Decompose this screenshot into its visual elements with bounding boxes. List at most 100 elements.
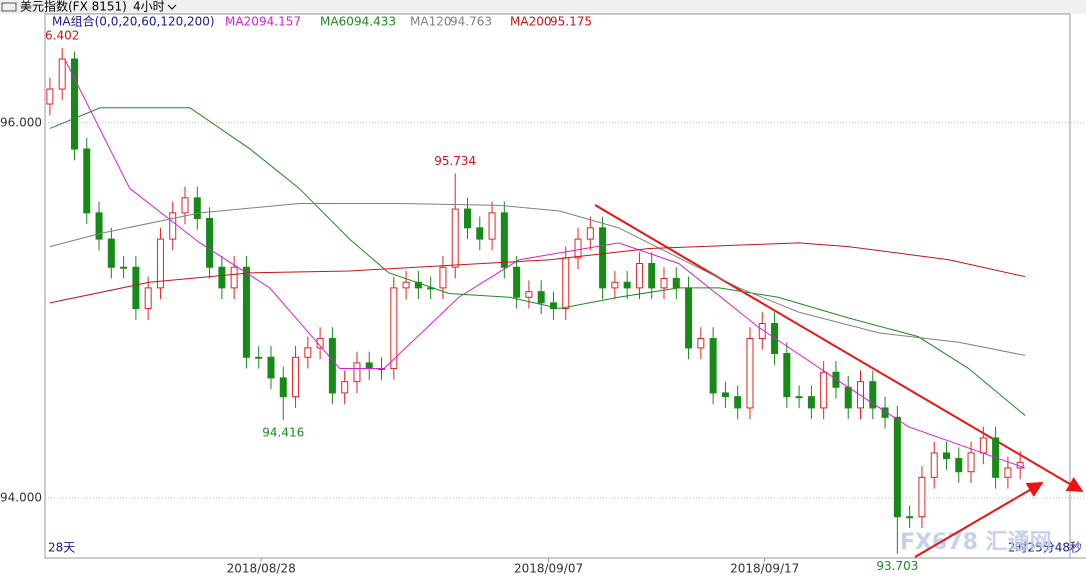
- candle-body: [525, 291, 533, 298]
- candle-body: [193, 197, 201, 219]
- candle-body: [500, 212, 508, 268]
- ma-line: [64, 58, 1026, 469]
- candle-body: [906, 516, 914, 519]
- period[interactable]: 4小时: [133, 0, 165, 14]
- legend-name: MA200: [510, 15, 551, 29]
- candle-body: [955, 458, 963, 473]
- menu-icon[interactable]: [1, 2, 17, 12]
- candle-body: [402, 281, 410, 289]
- y-tick-label: 94.000: [0, 490, 42, 504]
- x-tick-label: 2018/09/17: [730, 562, 799, 576]
- candle-body: [255, 356, 263, 359]
- candle-body: [218, 266, 226, 289]
- candle-body: [70, 58, 78, 150]
- candle-body: [660, 277, 668, 289]
- candle-body: [574, 238, 582, 259]
- ma-label: MA组合(0,0,20,60,120,200): [52, 14, 215, 29]
- candle-body: [304, 347, 312, 358]
- candle-body: [807, 396, 815, 409]
- candle-body: [58, 58, 66, 90]
- candle-body: [685, 287, 693, 349]
- candle-body: [611, 281, 619, 289]
- candle-body: [83, 148, 91, 214]
- candle-body: [930, 452, 938, 478]
- candle-body: [328, 338, 336, 394]
- candle-body: [795, 396, 803, 399]
- candle-body: [697, 338, 705, 349]
- candle-body: [181, 197, 189, 214]
- y-tick-label: 96.000: [0, 115, 42, 129]
- range-label: 28天: [48, 541, 75, 555]
- candle-body: [169, 212, 177, 240]
- candle-body: [390, 287, 398, 370]
- candle-body: [206, 217, 214, 268]
- candle-body: [476, 227, 484, 240]
- extreme-label: 95.734: [434, 154, 476, 168]
- candle-body: [709, 338, 717, 394]
- ma-line: [49, 202, 1026, 356]
- extreme-label: 94.416: [262, 425, 304, 439]
- candle-body: [292, 356, 300, 398]
- legend-value: 94.763: [450, 15, 492, 29]
- countdown: 2时25分48秒: [1008, 541, 1082, 555]
- extreme-label: 6.402: [45, 28, 79, 42]
- instrument: 美元指数(FX 8151): [20, 0, 127, 14]
- candle-body: [844, 386, 852, 409]
- ma-line: [49, 242, 1026, 304]
- candle-body: [881, 407, 889, 418]
- candle-body: [341, 381, 349, 394]
- trend-line-support: [914, 481, 1044, 558]
- candle-body: [451, 208, 459, 268]
- candle-body: [758, 323, 766, 340]
- candle-body: [648, 262, 656, 289]
- candle-body: [537, 291, 545, 304]
- candle-body: [156, 238, 164, 289]
- candle-body: [721, 392, 729, 398]
- legend-value: 95.175: [550, 15, 592, 29]
- legend-name: MA20: [225, 15, 259, 29]
- candle-body: [107, 238, 115, 268]
- candle-body: [869, 381, 877, 409]
- candle-body: [144, 287, 152, 310]
- candle-body: [316, 338, 324, 349]
- candle-body: [942, 452, 950, 460]
- candle-body: [672, 277, 680, 289]
- ma-line: [49, 107, 1026, 416]
- candle-body: [549, 302, 557, 310]
- legend-value: 94.157: [259, 15, 301, 29]
- candle-body: [488, 212, 496, 240]
- candle-body: [513, 266, 521, 298]
- candle-body: [635, 262, 643, 289]
- legend-value: 94.433: [354, 15, 396, 29]
- extreme-label: 93.703: [876, 559, 918, 573]
- period-dropdown[interactable]: [167, 4, 177, 10]
- legend-name: MA60: [320, 15, 354, 29]
- candle-body: [967, 452, 975, 473]
- candle-body: [746, 338, 754, 409]
- candle-body: [95, 212, 103, 240]
- candle-body: [599, 227, 607, 289]
- candle-body: [414, 281, 422, 289]
- candle-body: [832, 371, 840, 388]
- candle-body: [230, 266, 238, 289]
- candle-body: [562, 257, 570, 310]
- candle-body: [353, 362, 361, 383]
- candle-body: [365, 362, 373, 370]
- legend-name: MA120: [410, 15, 451, 29]
- trend-line-resistance: [594, 204, 1084, 493]
- candle-body: [46, 88, 54, 105]
- candle-body: [267, 356, 275, 379]
- candle-body: [893, 416, 901, 518]
- candle-body: [132, 266, 140, 310]
- toolbar: [0, 0, 1086, 14]
- candle-body: [979, 437, 987, 454]
- candle-body: [279, 377, 287, 398]
- candle-body: [623, 281, 631, 289]
- candle-body: [734, 396, 742, 409]
- candle-body: [242, 266, 250, 358]
- candle-body: [439, 266, 447, 289]
- candle-body: [1004, 467, 1012, 478]
